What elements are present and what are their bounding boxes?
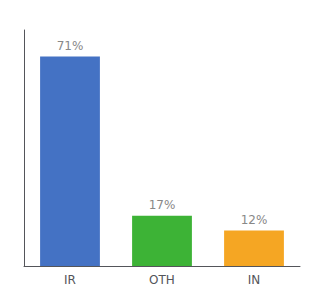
svg-text:IR: IR <box>64 273 76 287</box>
svg-text:OTH: OTH <box>149 273 175 287</box>
svg-text:IN: IN <box>248 273 261 287</box>
svg-text:71%: 71% <box>57 39 84 53</box>
svg-text:12%: 12% <box>241 213 268 227</box>
svg-text:17%: 17% <box>149 198 176 212</box>
